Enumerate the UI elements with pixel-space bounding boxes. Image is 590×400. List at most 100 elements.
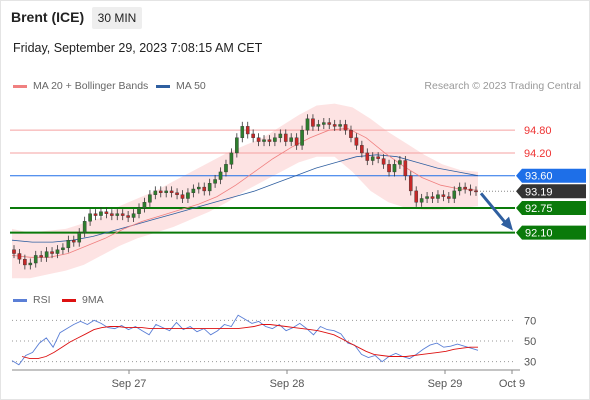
candle-body: [23, 259, 27, 266]
candle-body: [33, 255, 38, 264]
candle: [240, 121, 245, 143]
ma20-swatch: [13, 84, 27, 88]
candle: [403, 155, 408, 181]
level-label-93-60: 93.60: [525, 171, 553, 183]
candle: [447, 192, 451, 204]
candle-body: [278, 133, 283, 138]
level-tag-92-75: [516, 200, 586, 215]
candle-body: [88, 213, 92, 222]
candle-body: [104, 211, 109, 214]
candle: [142, 197, 147, 213]
candle: [332, 119, 337, 131]
candle-body: [115, 213, 120, 216]
candle-body: [245, 126, 250, 135]
candle-body: [338, 124, 342, 127]
candle-body: [50, 251, 54, 254]
forecast-arrow-head: [501, 216, 513, 231]
candle: [207, 178, 212, 196]
legend-ma50-label: MA 50: [176, 80, 206, 92]
candle-body: [343, 124, 348, 131]
candle: [430, 192, 435, 204]
candle-body: [235, 137, 239, 154]
level-label-92-10: 92.10: [525, 228, 553, 240]
candle: [370, 152, 375, 166]
candle: [77, 228, 82, 247]
candle-body: [463, 186, 467, 190]
candle: [180, 190, 185, 204]
x-tick-label: Oct 9: [499, 378, 525, 390]
timeframe-button[interactable]: 30 MIN: [92, 7, 142, 29]
candle: [283, 129, 288, 147]
candle: [245, 121, 250, 139]
candle: [110, 209, 114, 221]
candle-body: [392, 164, 397, 173]
legend-ma50: MA 50: [156, 80, 206, 92]
instrument-title: Brent (ICE): [11, 9, 85, 25]
candle: [463, 182, 467, 194]
candle: [457, 182, 462, 196]
candle: [343, 119, 348, 135]
level-tag-93-19: [516, 184, 586, 199]
candle-body: [289, 137, 294, 142]
candle-body: [452, 190, 457, 199]
candle: [28, 258, 33, 270]
candle: [441, 190, 446, 202]
candle: [398, 155, 402, 169]
candle: [115, 209, 120, 221]
candle-body: [120, 213, 125, 216]
candle: [278, 129, 283, 143]
candle-body: [414, 190, 419, 203]
candle-body: [224, 164, 228, 173]
candle-body: [93, 213, 98, 216]
candle-body: [12, 249, 16, 254]
candle-body: [419, 198, 424, 203]
candle-body: [55, 249, 60, 254]
candle: [23, 254, 27, 270]
candle-body: [158, 190, 163, 193]
candle-body: [186, 192, 190, 199]
candle-body: [137, 207, 141, 214]
candle-body: [332, 124, 337, 127]
rsi-tick-30: 30: [524, 357, 536, 369]
legend-rsi-label: RSI: [33, 294, 51, 306]
candle-body: [207, 183, 212, 192]
candle: [256, 133, 261, 147]
candle-body: [169, 190, 174, 193]
level-tag-92-10: [516, 225, 586, 240]
candle: [387, 159, 391, 177]
candle: [191, 184, 196, 198]
candle: [273, 133, 277, 147]
ma50-swatch: [156, 84, 170, 88]
candle-body: [196, 186, 201, 190]
candle-body: [180, 194, 185, 199]
candle: [338, 119, 342, 131]
candle: [251, 129, 255, 143]
candle: [224, 159, 228, 177]
candle: [289, 133, 294, 147]
level-tag-93-60: [516, 168, 586, 183]
rsi-ma-line: [21, 324, 478, 360]
candle: [349, 125, 353, 143]
candle: [436, 190, 440, 204]
candle: [213, 174, 217, 188]
candle-body: [39, 255, 43, 258]
candle: [88, 209, 92, 226]
candle: [93, 209, 98, 221]
timestamp: Friday, September 29, 2023 7:08:15 AM CE…: [13, 41, 263, 55]
candle-body: [403, 160, 408, 176]
candle: [50, 247, 54, 259]
candle: [365, 148, 370, 166]
candle: [392, 159, 397, 177]
candle: [229, 148, 234, 169]
candle-body: [327, 122, 332, 125]
candle: [376, 152, 380, 164]
candle: [425, 192, 429, 204]
candle-body: [82, 221, 87, 233]
candle: [55, 245, 60, 259]
candle-body: [110, 213, 114, 216]
candle: [474, 186, 478, 196]
candle: [82, 216, 87, 238]
candle-body: [273, 137, 277, 142]
candle-body: [164, 190, 168, 193]
